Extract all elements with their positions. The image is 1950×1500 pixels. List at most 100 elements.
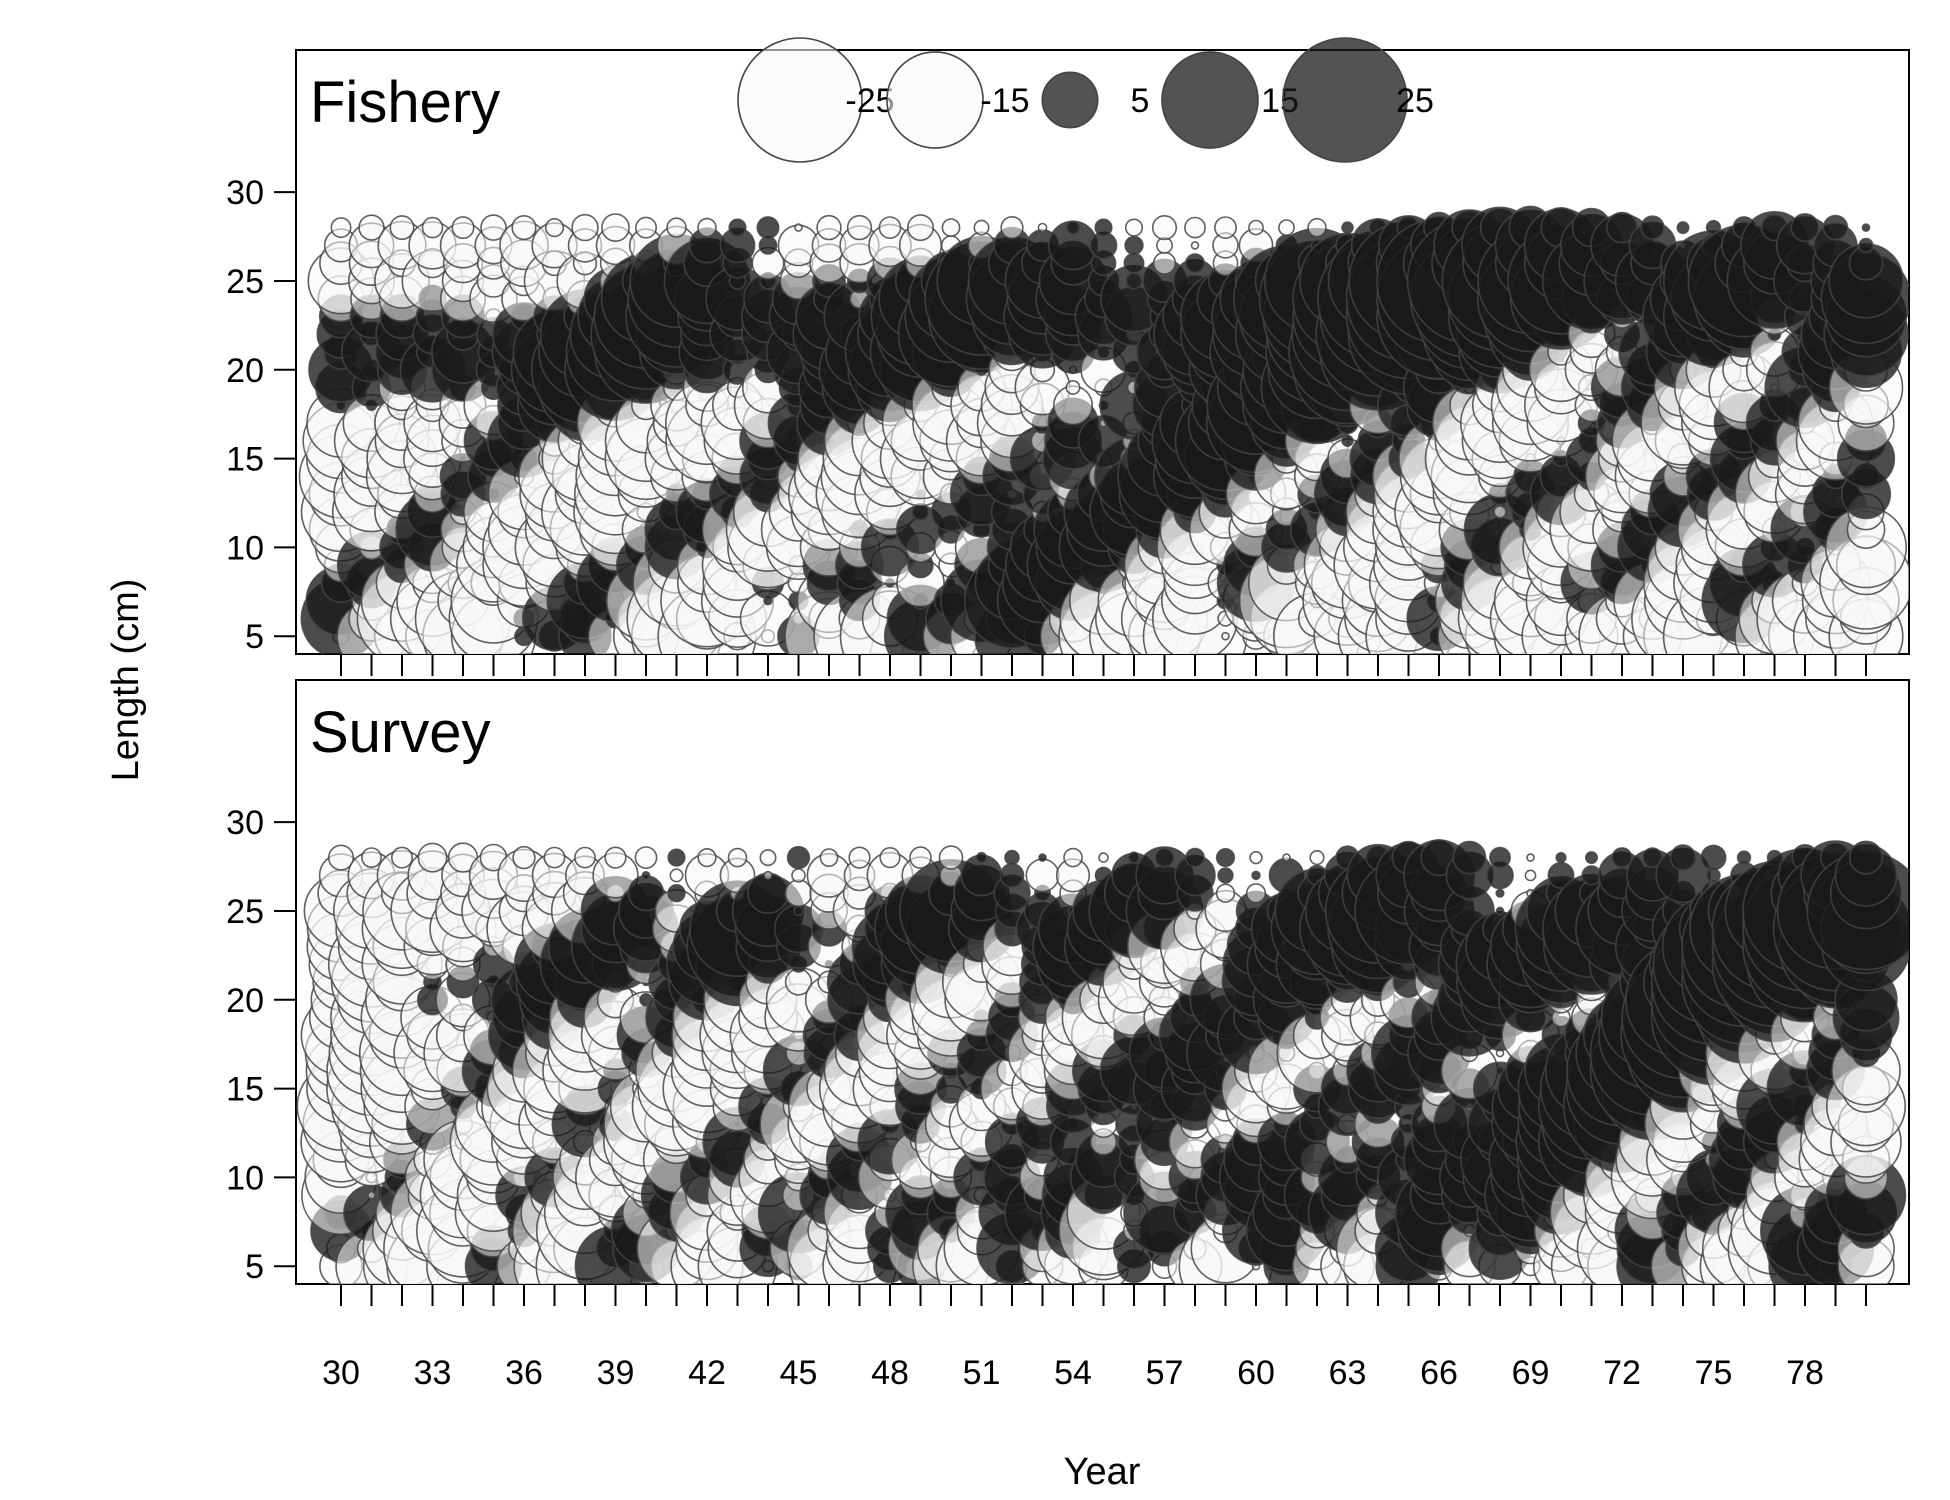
x-tick-label: 30 [322,1354,360,1392]
bubble-point [938,845,964,870]
bubble-point [1000,216,1024,240]
bubble-point [794,223,803,232]
y-axis-title: Length (cm) [105,579,147,782]
bubble-point [878,216,902,240]
bubble-point [793,905,804,917]
bubble-point [906,214,934,242]
bubble-point [1245,883,1267,904]
bubble-point [1489,846,1511,869]
x-tick-label: 51 [963,1354,1001,1392]
bubble-point [601,213,630,243]
bubble-point [358,214,385,241]
bubble-point [451,216,475,240]
bubble-point [330,217,352,239]
y-tick-label: 30 [226,804,264,842]
bubble-point [367,1190,376,1200]
bubble-point [511,215,537,241]
bubble-point [786,845,811,870]
bubble-point [389,215,415,241]
panel-survey: Survey 5 10 15 20 25 30 [226,679,1910,1306]
bubbles [296,838,1909,1284]
legend: -25 -15 5 15 25 [737,37,1434,163]
x-tick-label: 39 [597,1354,635,1392]
bubble-point [1858,237,1874,253]
bubble-point [1063,847,1083,868]
bubble-point [1065,379,1081,395]
legend-bubble [737,37,863,163]
bubble-point [1151,215,1178,241]
x-tick-label: 48 [871,1354,909,1392]
y-tick-label: 20 [226,982,264,1020]
bubble-point [846,214,873,241]
bubble-point [697,217,717,238]
panel-title: Fishery [310,70,500,135]
bubble-point [1822,214,1849,241]
y-tick-label: 30 [226,174,264,212]
x-tick-label: 69 [1512,1354,1550,1392]
bubble-point [1309,849,1325,866]
bubble-point [1452,840,1487,875]
bubble-point [1676,221,1690,235]
y-tick-label: 15 [226,441,264,479]
bubble-point [1124,218,1144,237]
bubble-point [1094,218,1113,237]
bubble-point [1848,840,1884,875]
bubble-point [1278,219,1295,236]
bubble-point [1700,844,1727,871]
legend-bubble [1282,37,1408,163]
bubble-point [727,847,748,868]
y-tick-label: 25 [226,893,264,931]
bubble-point [1025,858,1060,893]
bubble-point [784,879,813,908]
bubble-point [669,868,684,883]
bubble-point [941,218,961,238]
bubble-point [604,846,627,869]
bubble-point [879,846,901,869]
bubble-point [1185,847,1205,868]
y-tick-label: 10 [226,529,264,567]
x-tick-label: 36 [505,1354,543,1392]
x-tick-label: 57 [1146,1354,1184,1392]
x-tick-label: 66 [1420,1354,1458,1392]
bubble-point [999,863,1025,888]
y-tick-label: 10 [226,1159,264,1197]
y-tick-label: 20 [226,352,264,390]
bubble-point [667,883,686,903]
bubble-point [634,216,657,239]
bubble-point [1611,847,1633,869]
legend-bubble [1041,71,1099,129]
bubble-point [1585,851,1599,865]
legend-label: -15 [980,82,1029,120]
bubble-point [1185,253,1206,274]
x-tick-label: 72 [1603,1354,1641,1392]
bubble-point [634,846,658,870]
legend-bubble [886,51,984,149]
bubble-point [1790,213,1820,243]
bubble-point [1861,223,1871,232]
legend-label: 5 [1131,82,1150,120]
bubble-point [975,851,988,864]
bubble-point [544,218,565,238]
bubble-point [1098,852,1109,863]
bubble-point [543,846,566,869]
bubble-point [417,842,448,873]
bubble-point [666,217,687,238]
bubble-point [1341,434,1354,447]
bubble-point [1251,870,1261,881]
bubble-point [1249,850,1263,865]
bubble-point [973,219,990,236]
bubble-point [512,845,536,870]
bubble-point [571,213,599,242]
bubble-point [1221,631,1230,641]
bubble-point [1125,272,1143,290]
bubble-point [1640,215,1665,240]
bubble-point [667,848,686,867]
bubble-point [1215,847,1236,868]
bubble-point [1555,851,1567,864]
bubble-point [791,868,806,883]
bubbles [298,205,1909,654]
bubble-point [1669,844,1697,871]
bubble-point [1004,849,1020,866]
bubble-point [697,847,717,868]
